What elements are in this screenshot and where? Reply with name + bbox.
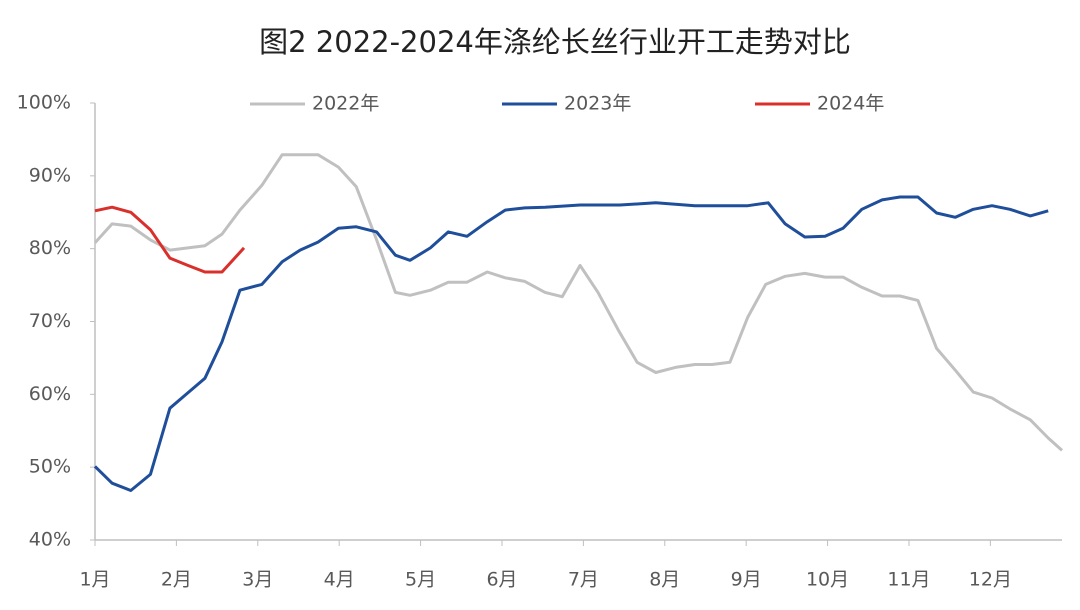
chart-title: 图2 2022-2024年涤纶长丝行业开工走势对比 — [259, 25, 851, 59]
y-tick-label: 50% — [29, 456, 71, 478]
x-tick-label: 11月 — [887, 569, 930, 591]
y-tick-label: 100% — [17, 92, 71, 114]
y-tick-label: 90% — [29, 164, 71, 186]
legend-label: 2023年 — [564, 93, 631, 115]
x-tick-label: 2月 — [161, 569, 192, 591]
x-tick-label: 9月 — [731, 569, 762, 591]
series-line — [93, 153, 1064, 452]
x-tick-label: 4月 — [324, 569, 355, 591]
y-tick-label: 60% — [29, 383, 71, 405]
x-tick-label: 1月 — [79, 569, 110, 591]
x-tick-label: 5月 — [405, 569, 436, 591]
x-tick-label: 8月 — [649, 569, 680, 591]
legend-label: 2024年 — [817, 93, 884, 115]
x-tick-label: 10月 — [806, 569, 849, 591]
x-tick-label: 12月 — [969, 569, 1012, 591]
series-line — [93, 195, 1049, 492]
legend-label: 2022年 — [312, 93, 379, 115]
y-tick-label: 70% — [29, 310, 71, 332]
series-line — [94, 205, 246, 274]
x-tick-label: 6月 — [486, 569, 517, 591]
x-tick-label: 7月 — [568, 569, 599, 591]
x-tick-label: 3月 — [242, 569, 273, 591]
y-tick-label: 40% — [29, 529, 71, 551]
y-tick-label: 80% — [29, 237, 71, 259]
